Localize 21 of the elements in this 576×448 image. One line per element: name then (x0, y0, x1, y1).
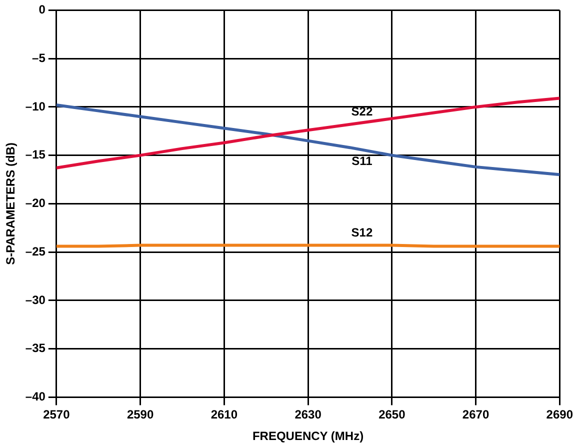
y-tick-label: –5 (32, 50, 46, 65)
series-label: S12 (351, 226, 373, 240)
y-tick-label: –10 (25, 99, 46, 114)
y-axis-title: S-PARAMETERS (dB) (4, 142, 18, 265)
y-tick-label: 0 (38, 2, 46, 17)
x-tick-label: 2670 (462, 408, 490, 422)
x-tick-label: 2650 (378, 408, 406, 422)
y-tick-label: –40 (25, 390, 46, 404)
x-tick-label: 2610 (210, 408, 238, 422)
series-label: S11 (352, 154, 373, 168)
x-axis-title: FREQUENCY (MHz) (252, 429, 364, 444)
series-label: S22 (351, 104, 373, 119)
x-tick-label: 2630 (294, 408, 322, 422)
x-tick-label: 2570 (43, 408, 70, 422)
y-tick-label: –20 (25, 196, 46, 210)
y-tick-label: –25 (25, 244, 46, 258)
x-tick-label: 2690 (546, 408, 574, 422)
x-tick-label: 2590 (126, 408, 154, 422)
y-tick-label: –35 (25, 341, 46, 356)
y-tick-label: –15 (25, 148, 46, 162)
y-tick-label: –30 (25, 292, 46, 307)
